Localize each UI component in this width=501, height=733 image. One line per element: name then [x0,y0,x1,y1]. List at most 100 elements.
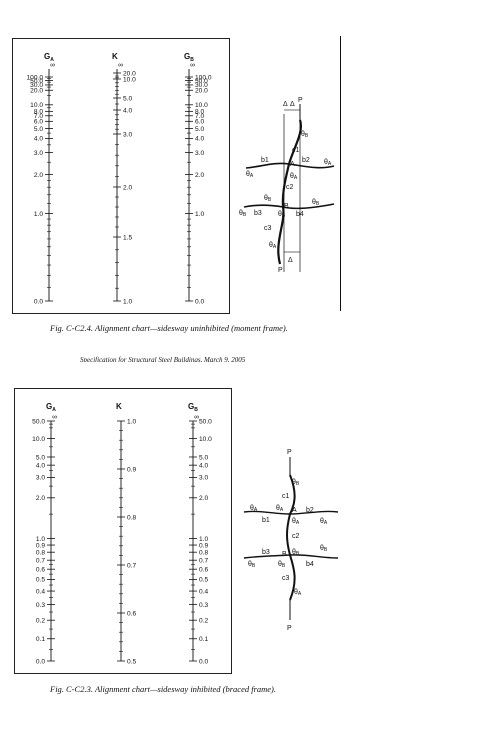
infinity-symbol: ∞ [52,414,57,421]
tick-label: 20.0 [30,88,43,95]
tick-label: 0.6 [127,610,136,617]
tick-label: 0.7 [36,558,45,565]
axis-heading: GB [188,402,198,413]
tick-label: 0.0 [36,658,45,665]
column-c3-braced: c3 [282,575,290,582]
tick-label: 0.5 [127,658,136,665]
beam-b3-braced: b3 [262,549,270,556]
tick-label: 0.7 [127,562,136,569]
column-c1-braced: c1 [282,493,290,500]
tick-label: 0.4 [199,588,208,595]
tick-label: 2.0 [195,172,204,179]
tick-label: 0.6 [199,567,208,574]
axis-gb-bottom: GB∞50.0 10.0 5.04.0 3.0 2.0 1.00.90.80.7 0.6 0.… [188,402,212,665]
braced-column-curve [286,474,296,601]
caption-bottom: Fig. C-C2.3. Alignment chart—sidesway in… [50,684,277,694]
caption-top: Fig. C-C2.4. Alignment chart—sidesway un… [50,323,288,333]
tick-label: 7.0 [195,113,204,120]
footer-fragment: Specification for Structural Steel Build… [80,356,246,362]
theta-b-mid: θB [264,195,272,203]
tick-label: 0.8 [36,550,45,557]
joint-b-label: B [284,203,289,210]
axis-ga-top: GA∞ 100.050.030.020.0 10.08.07.06.05.0 4.0 3… [26,52,55,305]
joint-a-braced: A [292,507,297,514]
beam-b4-label: b4 [296,211,304,218]
tick-label: 4.0 [199,462,208,469]
theta-a-far: θA [324,159,332,167]
tick-label: 10.0 [195,102,208,109]
tick-label: 7.0 [34,113,43,120]
tick-label: 3.0 [34,150,43,157]
axis-heading: GB [184,52,194,63]
tick-label: 1.0 [36,536,45,543]
nomograph-top: GA∞100.050.030.020.010.08.07.06.05.04.03… [26,52,212,305]
theta-b-center-braced: θB [278,561,286,569]
axis-heading: K [116,402,122,411]
tick-label: 0.8 [199,550,208,557]
tick-label: 0.0 [195,298,204,305]
tick-label: 0.7 [199,558,208,565]
infinity-symbol: ∞ [190,62,195,69]
tick-label: 2.0 [199,495,208,502]
tick-label: 50.0 [30,78,43,85]
joint-b-braced: B [282,551,287,558]
tick-label: 5.0 [34,126,43,133]
tick-label: 10.0 [30,102,43,109]
tick-label: 6.0 [195,119,204,126]
tick-label: 20.0 [123,70,136,77]
tick-label: 0.9 [199,542,208,549]
tick-label: 8.0 [34,109,43,116]
tick-label: 0.0 [34,298,43,305]
tick-label: 10.0 [32,436,45,443]
tick-label: 50.0 [199,418,212,425]
tick-label: 10.0 [199,436,212,443]
tick-label: 1.0 [195,211,204,218]
theta-a-bottom: θA [269,242,277,250]
tick-label: 3.0 [36,475,45,482]
tick-label: 3.0 [195,150,204,157]
axis-gb-top: GB∞100.050.030.020.0 10.08.07.06.05.0 4.0 3… [184,52,212,305]
delta-label-top-left: Δ [283,101,288,108]
lower-beam-curve [243,203,335,210]
tick-label: 50.0 [195,78,208,85]
alignment-chart-sidesway-inhibited: GA ∞ 50.0 10.0 5.0 4.0 3.0 2.0 1.0 0.9 0.8 0.7 0.6 0.… [14,388,232,674]
beam-b2-braced: b2 [306,507,314,514]
theta-a-bottom-braced: θA [294,589,302,597]
theta-a-right: θA [290,173,298,181]
axis-ga-bottom: GA∞ 50.0 10.0 5.04.0 3.0 2.0 1.00.90.80.7 0.6 0.… [32,402,57,665]
axis-heading: GA [46,402,56,413]
tick-label: 4.0 [36,462,45,469]
upper-beam-curve [245,162,335,169]
upper-beam-braced [243,510,339,515]
tick-label: 0.2 [36,618,45,625]
load-p-bottom-braced: P [287,625,292,632]
tick-label: 5.0 [36,454,45,461]
tick-label: 0.2 [199,618,208,625]
tick-label: 2.0 [123,184,132,191]
tick-label: 0.1 [199,636,208,643]
tick-label: 0.0 [199,658,208,665]
tick-label: 1.0 [123,298,132,305]
tick-label: 0.5 [199,577,208,584]
tick-label: 0.3 [199,602,208,609]
theta-a-center-braced: θA [276,505,284,513]
axis-heading: GA [44,52,54,63]
sway-frame-diagram: Δ Δ P θB c1 b1 b2 A θA θA θA c2 θB B θB … [239,97,335,274]
tick-label: 100.0 [195,74,212,81]
tick-label: 20.0 [195,88,208,95]
tick-label: 50.0 [32,418,45,425]
beam-b1-label: b1 [261,157,269,164]
page-edge-line [340,36,341,311]
tick-label: 1.0 [127,418,136,425]
tick-label: 8.0 [195,109,204,116]
tick-label: 5.0 [199,454,208,461]
theta-a-mid-braced: θA [292,518,300,526]
tick-label: 1.5 [123,234,132,241]
theta-b-top-braced: θB [292,479,300,487]
theta-b-far: θB [312,199,320,207]
tick-label: 0.8 [127,514,136,521]
beam-b1-braced: b1 [262,517,270,524]
joint-a-label: A [290,161,295,168]
axis-heading: K [112,52,118,61]
alignment-chart-sidesway-uninhibited: GA ∞ 100.0 50.0 30.0 20.0 10.0 8.0 7.0 6.0 5.0 4.0 3… [12,38,230,314]
